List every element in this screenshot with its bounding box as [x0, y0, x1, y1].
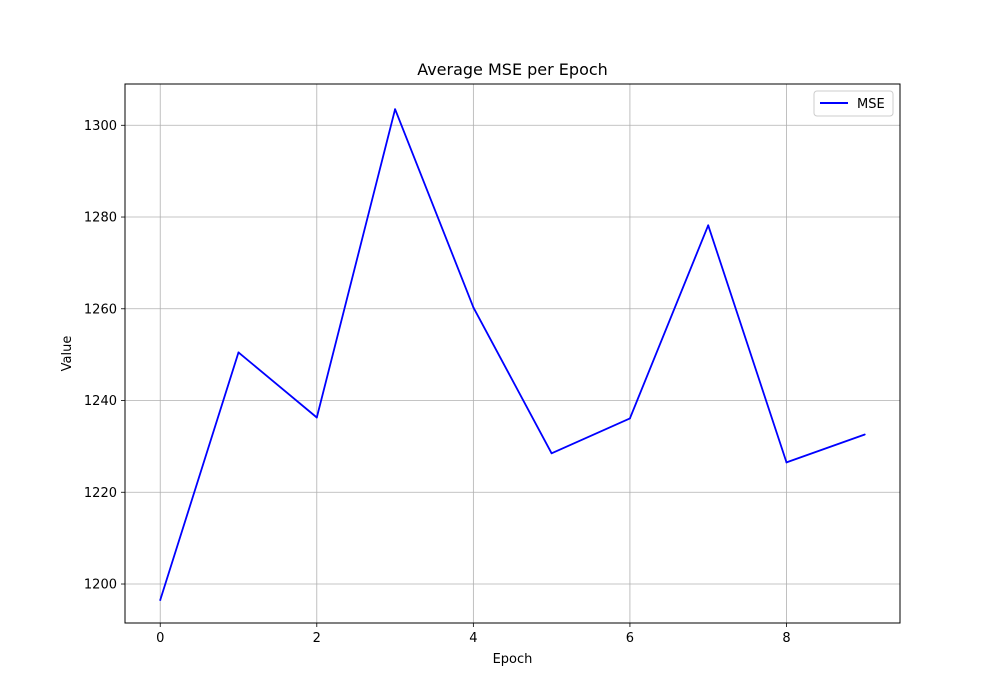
data-point — [159, 599, 162, 601]
chart-title: Average MSE per Epoch — [417, 60, 608, 79]
y-axis-label: Value — [60, 336, 75, 372]
x-tick-label: 4 — [469, 631, 477, 646]
series-line-mse — [159, 108, 866, 601]
x-axis-ticks: 0 2 4 6 8 — [156, 623, 791, 646]
y-tick-label: 1260 — [84, 302, 117, 317]
data-point — [472, 306, 475, 309]
y-tick-label: 1280 — [84, 211, 117, 226]
series-layer — [159, 108, 866, 601]
x-tick-label: 2 — [313, 631, 321, 646]
x-tick-label: 8 — [782, 631, 790, 646]
y-tick-label: 1200 — [84, 578, 117, 593]
legend-box — [813, 90, 894, 117]
plot-frame — [124, 83, 901, 624]
grid-lines — [125, 84, 900, 623]
y-tick-label: 1240 — [84, 394, 117, 409]
data-point — [550, 452, 553, 455]
legend-label-mse: MSE — [857, 97, 885, 112]
x-tick-label: 0 — [156, 631, 164, 646]
data-point — [394, 108, 396, 111]
data-point — [237, 351, 240, 354]
y-tick-label: 1300 — [84, 119, 117, 134]
data-point — [785, 461, 788, 464]
data-point — [707, 224, 710, 227]
y-tick-label: 1220 — [84, 486, 117, 501]
y-axis-ticks: 1200 1220 1240 1260 1280 1300 — [84, 119, 125, 593]
legend: MSE — [813, 90, 894, 117]
data-point — [629, 417, 631, 420]
x-tick-label: 6 — [626, 631, 634, 646]
data-point — [863, 433, 866, 436]
data-point — [315, 416, 318, 419]
x-axis-label: Epoch — [493, 652, 533, 667]
